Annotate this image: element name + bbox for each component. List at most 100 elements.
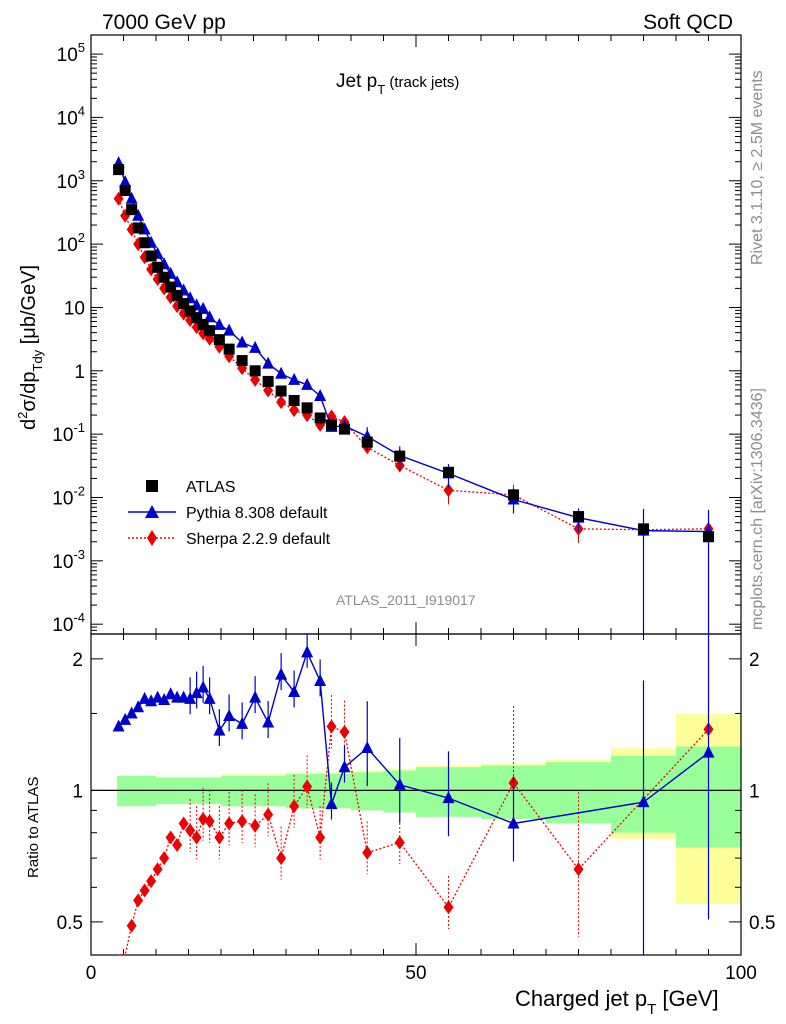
sherpa-ratio-point — [573, 862, 584, 877]
sherpa-ratio-point — [152, 862, 163, 877]
ratio-y-tick-label: 1 — [749, 781, 760, 802]
sherpa-point — [276, 395, 287, 410]
y-tick-label: 105 — [57, 40, 85, 66]
atlas-point — [139, 237, 151, 249]
pythia-ratio-point — [112, 719, 125, 732]
ratio-y-tick-label: 0.5 — [57, 913, 83, 934]
pythia-ratio-point — [325, 797, 338, 810]
atlas-point — [703, 531, 714, 543]
pythia-point — [288, 372, 301, 385]
pythia-point — [249, 340, 262, 353]
sherpa-ratio-point — [362, 845, 373, 860]
ratio-y-tick-label: 1 — [72, 781, 83, 802]
sherpa-ratio-point — [139, 883, 150, 898]
sherpa-ratio-point — [191, 830, 202, 845]
x-tick-label: 0 — [86, 963, 97, 984]
ratio-y-tick-label: 2 — [72, 650, 83, 671]
atlas-point — [394, 450, 406, 462]
sherpa-ratio-point — [443, 900, 454, 915]
sherpa-ratio-point — [165, 830, 176, 845]
rivet-label: Rivet 3.1.10, ≥ 2.5M events — [749, 70, 766, 265]
pythia-point — [125, 191, 138, 204]
pythia-ratio-point — [301, 645, 314, 658]
analysis-tag: ATLAS_2011_I919017 — [336, 592, 476, 608]
atlas-point — [638, 523, 649, 535]
pythia-point — [275, 366, 288, 379]
y-tick-label: 104 — [57, 103, 85, 129]
sherpa-ratio-point — [146, 874, 157, 889]
atlas-point — [275, 385, 287, 397]
legend: ATLAS Pythia 8.308 default Sherpa 2.2.9 … — [128, 479, 331, 548]
atlas-point — [132, 222, 144, 234]
sherpa-ratio-point — [204, 814, 215, 829]
atlas-point — [443, 466, 454, 478]
pythia-point — [314, 389, 327, 402]
sherpa-point — [250, 372, 261, 387]
pythia-ratio-point — [338, 760, 351, 773]
sherpa-ratio-point — [315, 830, 326, 845]
atlas-point — [113, 164, 125, 176]
y-tick-label: 10-2 — [52, 483, 85, 509]
pythia-ratio-point — [507, 816, 520, 829]
legend-pythia-label: Pythia 8.308 default — [186, 505, 328, 522]
pythia-ratio-point — [262, 715, 275, 728]
y-axis-label-main: d2σ/dpTdy [μb/GeV] — [15, 265, 45, 430]
sherpa-point — [263, 383, 274, 398]
main-panel: 10-4 10-3 10-2 10-1 1 10 102 103 104 105 — [52, 34, 742, 636]
atlas-point — [288, 394, 300, 406]
pythia-ratio-point — [361, 741, 374, 754]
atlas-point — [361, 436, 373, 448]
pythia-ratio-point — [288, 684, 301, 697]
atlas-point — [213, 334, 225, 346]
y-tick-label: 102 — [57, 230, 85, 256]
pythia-ratio-point — [203, 691, 216, 704]
x-tick-label: 50 — [405, 963, 426, 984]
ratio-panel: 0 50 100 0.5 0.5 1 1 2 2 — [57, 633, 775, 984]
sherpa-point — [443, 483, 454, 498]
sherpa-ratio-point — [250, 818, 261, 833]
pythia-ratio-point — [702, 745, 715, 758]
atlas-point — [508, 489, 519, 501]
sherpa-ratio-point — [302, 779, 313, 794]
pythia-ratio-point — [213, 723, 226, 736]
atlas-point — [204, 325, 216, 337]
sherpa-ratio-point — [237, 814, 248, 829]
atlas-point — [223, 343, 235, 355]
atlas-point — [178, 298, 190, 310]
atlas-point — [301, 402, 313, 414]
sherpa-ratio-point — [339, 725, 350, 740]
pythia-ratio-point — [442, 791, 455, 804]
legend-sherpa-label: Sherpa 2.2.9 default — [186, 531, 331, 548]
atlas-point — [158, 271, 170, 283]
sherpa-ratio-point — [326, 719, 337, 734]
atlas-point — [573, 511, 584, 523]
atlas-point — [249, 365, 261, 377]
x-axis-label: Charged jet pT [GeV] — [515, 986, 719, 1018]
y-tick-label: 10-3 — [52, 547, 85, 573]
pythia-point — [223, 323, 236, 336]
pythia-point — [301, 377, 314, 390]
pythia-ratio-point — [145, 694, 158, 707]
y-tick-label: 103 — [57, 167, 85, 193]
atlas-point — [262, 375, 274, 387]
y-tick-label: 10 — [64, 298, 85, 319]
pythia-ratio-point — [223, 708, 236, 721]
legend-atlas-marker — [146, 480, 158, 492]
pythia-ratio-point — [393, 777, 406, 790]
sherpa-ratio-point — [394, 835, 405, 850]
sherpa-ratio-point — [276, 851, 287, 866]
pythia-point — [197, 301, 210, 314]
x-tick-label: 100 — [725, 963, 757, 984]
atlas-point — [236, 355, 248, 367]
sherpa-ratio-point — [178, 816, 189, 831]
atlas-point — [191, 312, 203, 324]
header-left: 7000 GeV pp — [102, 11, 226, 34]
y-axis-label-ratio: Ratio to ATLAS — [25, 777, 42, 878]
pythia-ratio-point — [275, 667, 288, 680]
atlas-point — [326, 419, 337, 431]
legend-sherpa-marker — [147, 530, 157, 546]
pythia-ratio-point — [119, 712, 132, 725]
pythia-point — [262, 356, 275, 369]
legend-atlas-label: ATLAS — [186, 479, 236, 496]
pythia-ratio-point — [151, 690, 164, 703]
